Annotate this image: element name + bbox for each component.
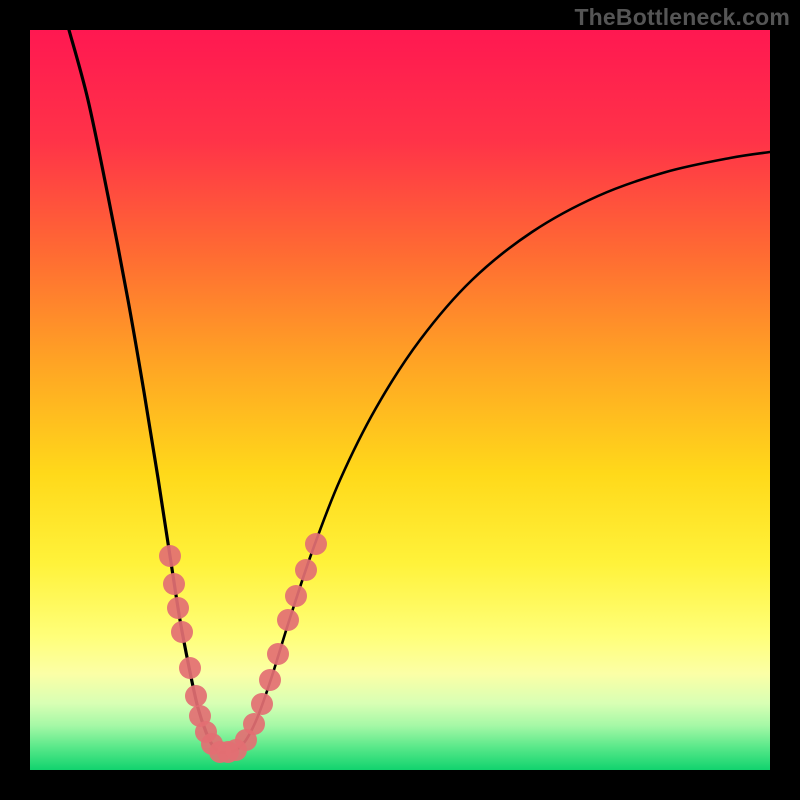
data-marker — [305, 533, 327, 555]
data-marker — [159, 545, 181, 567]
bottleneck-chart — [0, 0, 800, 800]
data-marker — [251, 693, 273, 715]
data-marker — [163, 573, 185, 595]
data-marker — [243, 713, 265, 735]
plot-background — [30, 30, 770, 770]
data-marker — [171, 621, 193, 643]
data-marker — [179, 657, 201, 679]
data-marker — [295, 559, 317, 581]
chart-stage: TheBottleneck.com — [0, 0, 800, 800]
data-marker — [259, 669, 281, 691]
data-marker — [185, 685, 207, 707]
data-marker — [167, 597, 189, 619]
data-marker — [267, 643, 289, 665]
data-marker — [277, 609, 299, 631]
data-marker — [285, 585, 307, 607]
